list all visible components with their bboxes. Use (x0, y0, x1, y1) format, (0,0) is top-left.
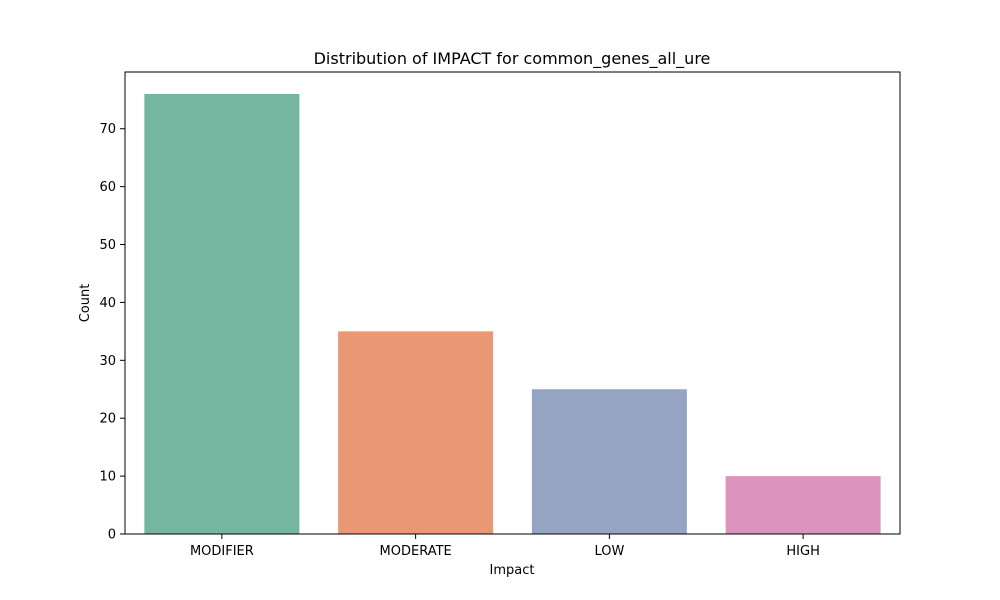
plot-frame (124, 71, 901, 535)
bar-low (531, 389, 687, 534)
x-tick-label: HIGH (786, 544, 819, 559)
chart-title: Distribution of IMPACT for common_genes_… (314, 49, 711, 69)
bars-group (144, 94, 881, 534)
bar-high (725, 476, 881, 534)
y-axis: 0 10 20 30 40 50 60 70 (99, 122, 125, 543)
x-axis-title: Impact (490, 563, 535, 578)
y-tick-label: 60 (99, 180, 116, 195)
x-axis: MODIFIER MODERATE LOW HIGH (190, 534, 820, 559)
y-tick-label: 70 (99, 122, 116, 137)
y-axis-title: Count (78, 284, 93, 323)
x-tick-label: MODERATE (380, 544, 452, 559)
bar-moderate (338, 331, 494, 534)
y-tick-label: 50 (99, 238, 116, 253)
y-tick-label: 40 (99, 296, 116, 311)
y-tick-label: 0 (108, 528, 116, 543)
x-tick-label: MODIFIER (190, 544, 254, 559)
y-tick-label: 20 (99, 412, 116, 427)
x-tick-label: LOW (594, 544, 624, 559)
bar-modifier (144, 94, 300, 534)
y-tick-label: 10 (99, 470, 116, 485)
y-tick-label: 30 (99, 354, 116, 369)
